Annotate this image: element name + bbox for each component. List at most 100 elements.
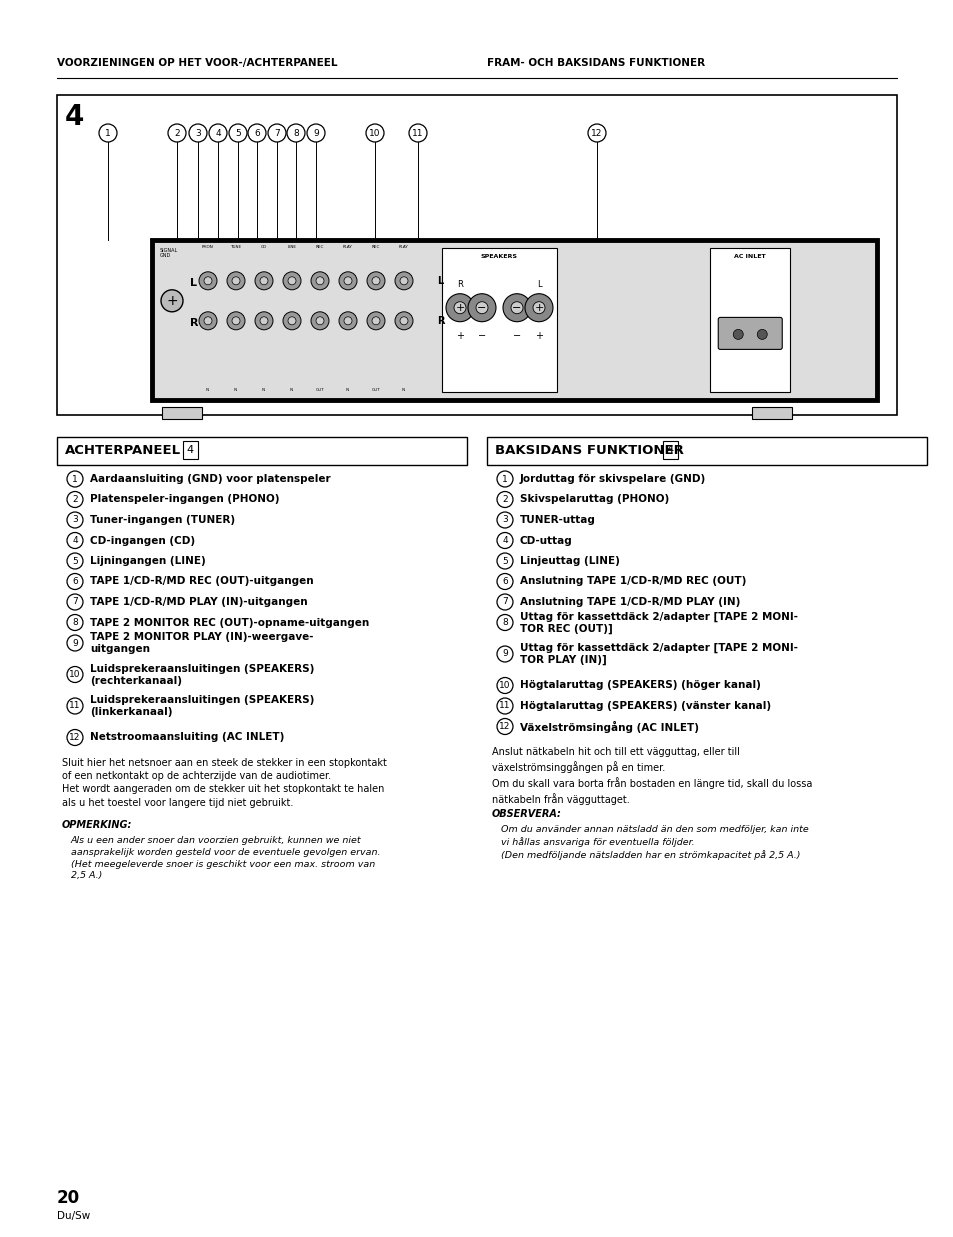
Text: PHON: PHON bbox=[202, 245, 213, 249]
Text: Netstroomaansluiting (AC INLET): Netstroomaansluiting (AC INLET) bbox=[90, 732, 284, 742]
Text: BAKSIDANS FUNKTIONER: BAKSIDANS FUNKTIONER bbox=[495, 444, 683, 458]
Circle shape bbox=[344, 277, 352, 285]
Text: L: L bbox=[191, 278, 197, 288]
Text: OBSERVERA:: OBSERVERA: bbox=[492, 809, 561, 819]
Text: −: − bbox=[477, 330, 485, 340]
Text: Platenspeler-ingangen (PHONO): Platenspeler-ingangen (PHONO) bbox=[90, 495, 279, 505]
Circle shape bbox=[161, 289, 183, 312]
Text: Uttag för kassettdäck 2/adapter [TAPE 2 MONI-
TOR PLAY (IN)]: Uttag för kassettdäck 2/adapter [TAPE 2 … bbox=[519, 643, 797, 666]
Text: Anslutning TAPE 1/CD-R/MD PLAY (IN): Anslutning TAPE 1/CD-R/MD PLAY (IN) bbox=[519, 597, 740, 607]
Text: 4: 4 bbox=[501, 536, 507, 546]
Text: ACHTERPANEEL: ACHTERPANEEL bbox=[65, 444, 181, 458]
Text: 5: 5 bbox=[234, 129, 240, 137]
Text: IN: IN bbox=[233, 388, 238, 392]
Text: Skivspelaruttag (PHONO): Skivspelaruttag (PHONO) bbox=[519, 495, 669, 505]
Text: CD-ingangen (CD): CD-ingangen (CD) bbox=[90, 536, 195, 546]
Circle shape bbox=[338, 312, 356, 330]
Circle shape bbox=[204, 277, 212, 285]
Circle shape bbox=[311, 312, 329, 330]
Text: IN: IN bbox=[262, 388, 266, 392]
Text: 8: 8 bbox=[293, 129, 298, 137]
Text: 12: 12 bbox=[591, 129, 602, 137]
Text: Anslutning TAPE 1/CD-R/MD REC (OUT): Anslutning TAPE 1/CD-R/MD REC (OUT) bbox=[519, 576, 745, 586]
Text: 2: 2 bbox=[501, 495, 507, 503]
Text: +: + bbox=[535, 330, 542, 340]
Text: 8: 8 bbox=[501, 618, 507, 627]
Text: REC: REC bbox=[372, 245, 380, 249]
FancyBboxPatch shape bbox=[441, 247, 557, 392]
Circle shape bbox=[395, 272, 413, 289]
FancyBboxPatch shape bbox=[486, 437, 926, 465]
Circle shape bbox=[367, 272, 385, 289]
Text: Uttag för kassettdäck 2/adapter [TAPE 2 MONI-
TOR REC (OUT)]: Uttag för kassettdäck 2/adapter [TAPE 2 … bbox=[519, 611, 797, 633]
Text: 1: 1 bbox=[72, 475, 78, 484]
Text: Jorduttag för skivspelare (GND): Jorduttag för skivspelare (GND) bbox=[519, 474, 705, 484]
Circle shape bbox=[260, 317, 268, 325]
Text: 4: 4 bbox=[215, 129, 220, 137]
Circle shape bbox=[502, 293, 531, 322]
Text: 10: 10 bbox=[70, 670, 81, 679]
Text: 1: 1 bbox=[501, 475, 507, 484]
Text: Högtalaruttag (SPEAKERS) (höger kanal): Högtalaruttag (SPEAKERS) (höger kanal) bbox=[519, 680, 760, 690]
Circle shape bbox=[446, 293, 474, 322]
Circle shape bbox=[372, 317, 379, 325]
Text: IN: IN bbox=[290, 388, 294, 392]
FancyBboxPatch shape bbox=[183, 442, 198, 459]
Text: Växelströmsingång (AC INLET): Växelströmsingång (AC INLET) bbox=[519, 720, 699, 732]
FancyBboxPatch shape bbox=[751, 407, 791, 419]
Circle shape bbox=[476, 302, 488, 314]
Circle shape bbox=[288, 277, 295, 285]
Text: 11: 11 bbox=[412, 129, 423, 137]
Text: 2: 2 bbox=[72, 495, 78, 503]
Text: IN: IN bbox=[346, 388, 350, 392]
Text: +: + bbox=[534, 303, 543, 313]
Circle shape bbox=[288, 317, 295, 325]
Text: 9: 9 bbox=[72, 638, 78, 647]
Text: TUNE: TUNE bbox=[231, 245, 241, 249]
Text: L: L bbox=[537, 281, 540, 289]
Text: LINE: LINE bbox=[287, 245, 296, 249]
Text: OUT: OUT bbox=[372, 388, 380, 392]
Text: PLAY: PLAY bbox=[343, 245, 353, 249]
Text: Sluit hier het netsnoer aan en steek de stekker in een stopkontakt
of een netkon: Sluit hier het netsnoer aan en steek de … bbox=[62, 758, 387, 808]
Circle shape bbox=[254, 312, 273, 330]
Circle shape bbox=[757, 329, 766, 339]
Circle shape bbox=[367, 312, 385, 330]
Text: IN: IN bbox=[401, 388, 406, 392]
Circle shape bbox=[338, 272, 356, 289]
Circle shape bbox=[454, 302, 465, 314]
Text: R: R bbox=[456, 281, 462, 289]
Text: REC: REC bbox=[315, 245, 324, 249]
Text: OPMERKING:: OPMERKING: bbox=[62, 820, 132, 830]
Circle shape bbox=[232, 277, 240, 285]
Text: 5: 5 bbox=[72, 557, 78, 565]
Text: 12: 12 bbox=[498, 722, 510, 731]
Text: 5: 5 bbox=[501, 557, 507, 565]
Circle shape bbox=[395, 312, 413, 330]
Text: PLAY: PLAY bbox=[398, 245, 409, 249]
Text: 2: 2 bbox=[174, 129, 179, 137]
FancyBboxPatch shape bbox=[162, 407, 202, 419]
Circle shape bbox=[511, 302, 522, 314]
FancyBboxPatch shape bbox=[662, 442, 678, 459]
Circle shape bbox=[199, 272, 216, 289]
Circle shape bbox=[372, 277, 379, 285]
Circle shape bbox=[283, 272, 301, 289]
Text: Om du använder annan nätsladd än den som medföljer, kan inte
vi hållas ansvariga: Om du använder annan nätsladd än den som… bbox=[500, 825, 808, 860]
Text: 10: 10 bbox=[498, 682, 510, 690]
Text: 4: 4 bbox=[186, 445, 193, 455]
Text: R: R bbox=[436, 315, 444, 325]
Text: Linjeuttag (LINE): Linjeuttag (LINE) bbox=[519, 555, 619, 567]
Text: Tuner-ingangen (TUNER): Tuner-ingangen (TUNER) bbox=[90, 515, 234, 524]
Text: Du/Sw: Du/Sw bbox=[57, 1211, 91, 1221]
Text: 4: 4 bbox=[65, 103, 84, 131]
Text: Luidsprekeraansluitingen (SPEAKERS)
(rechterkanaal): Luidsprekeraansluitingen (SPEAKERS) (rec… bbox=[90, 663, 314, 685]
FancyBboxPatch shape bbox=[709, 247, 789, 392]
Text: Anslut nätkabeln hit och till ett vägguttag, eller till
växelströmsinggången på : Anslut nätkabeln hit och till ett väggut… bbox=[492, 747, 812, 804]
Circle shape bbox=[315, 277, 324, 285]
Text: TAPE 2 MONITOR PLAY (IN)-weergave-
uitgangen: TAPE 2 MONITOR PLAY (IN)-weergave- uitga… bbox=[90, 632, 314, 654]
Text: 7: 7 bbox=[274, 129, 279, 137]
FancyBboxPatch shape bbox=[57, 95, 896, 414]
FancyBboxPatch shape bbox=[57, 437, 467, 465]
Circle shape bbox=[315, 317, 324, 325]
